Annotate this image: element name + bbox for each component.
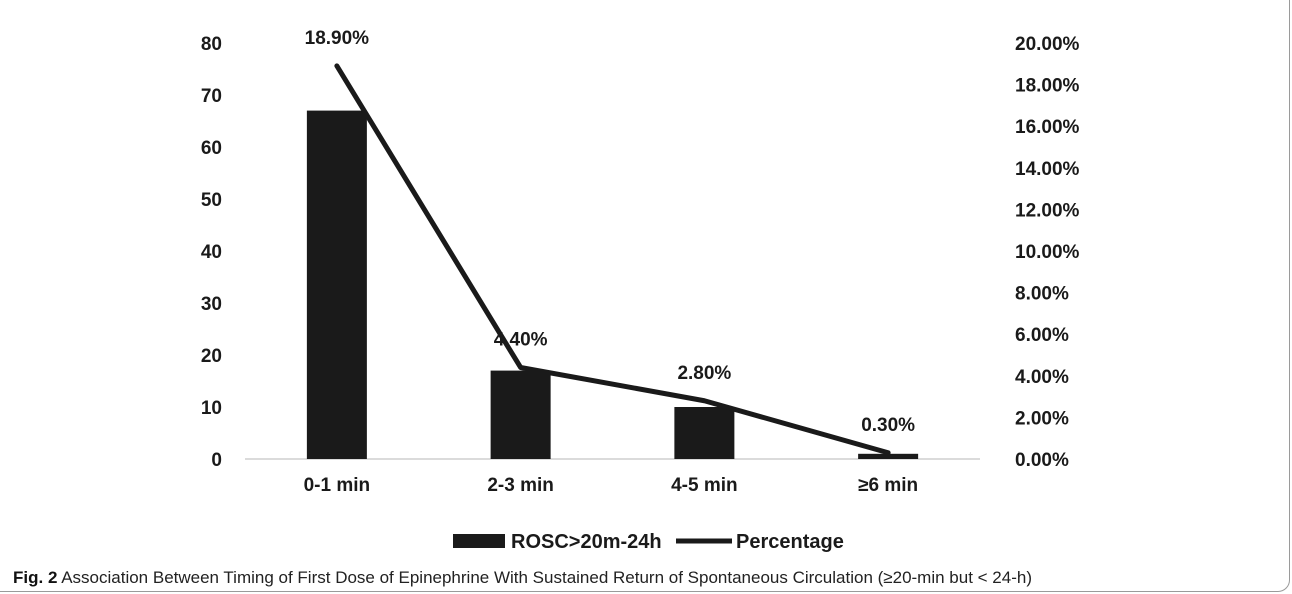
data-labels: 18.90% 4.40% 2.80% 0.30%: [305, 28, 916, 436]
left-tick-label: 30: [201, 294, 222, 315]
left-tick-label: 0: [211, 450, 222, 471]
bar: [674, 407, 735, 459]
category-label: 0-1 min: [304, 475, 371, 496]
bar: [858, 453, 919, 459]
left-tick-label: 40: [201, 242, 222, 263]
left-tick-label: 20: [201, 346, 222, 367]
bar: [490, 370, 551, 459]
chart: 0 10 20 30 40 50 60 70 80 0.00% 2.00% 4.00% 6.00% 8.…: [201, 28, 1080, 553]
bar-series: [306, 110, 919, 459]
right-tick-label: 2.00%: [1015, 408, 1069, 429]
legend-line-label: Percentage: [736, 531, 844, 553]
percentage-line: [334, 63, 891, 456]
legend: ROSC>20m-24h Percentage: [453, 531, 844, 553]
right-tick-label: 18.00%: [1015, 76, 1080, 97]
left-tick-label: 10: [201, 398, 222, 419]
data-label: 18.90%: [305, 28, 370, 49]
left-axis: 0 10 20 30 40 50 60 70 80: [201, 34, 222, 471]
right-axis: 0.00% 2.00% 4.00% 6.00% 8.00% 10.00% 12.00% 14.…: [1015, 34, 1080, 471]
right-tick-label: 20.00%: [1015, 34, 1080, 55]
data-label: 4.40%: [494, 329, 548, 350]
line-series: [334, 63, 891, 456]
right-tick-label: 6.00%: [1015, 325, 1069, 346]
right-tick-label: 16.00%: [1015, 117, 1080, 138]
left-tick-label: 80: [201, 34, 222, 55]
data-label: 0.30%: [861, 415, 915, 436]
caption-label: Fig. 2: [13, 568, 58, 587]
caption-text: Association Between Timing of First Dose…: [57, 568, 1032, 587]
right-tick-label: 14.00%: [1015, 159, 1080, 180]
category-label: 2-3 min: [487, 475, 554, 496]
data-label: 2.80%: [677, 363, 731, 384]
legend-bar-label: ROSC>20m-24h: [511, 531, 662, 553]
right-tick-label: 8.00%: [1015, 284, 1069, 305]
left-tick-label: 50: [201, 190, 222, 211]
right-tick-label: 0.00%: [1015, 450, 1069, 471]
left-tick-label: 60: [201, 138, 222, 159]
figure-caption: Fig. 2 Association Between Timing of Fir…: [13, 568, 1283, 588]
category-label: ≥6 min: [858, 475, 918, 496]
right-tick-label: 10.00%: [1015, 242, 1080, 263]
category-label: 4-5 min: [671, 475, 738, 496]
legend-bar-swatch: [453, 534, 505, 548]
bar: [306, 110, 367, 459]
right-tick-label: 12.00%: [1015, 200, 1080, 221]
category-labels: 0-1 min 2-3 min 4-5 min ≥6 min: [304, 475, 919, 496]
left-tick-label: 70: [201, 86, 222, 107]
right-tick-label: 4.00%: [1015, 367, 1069, 388]
